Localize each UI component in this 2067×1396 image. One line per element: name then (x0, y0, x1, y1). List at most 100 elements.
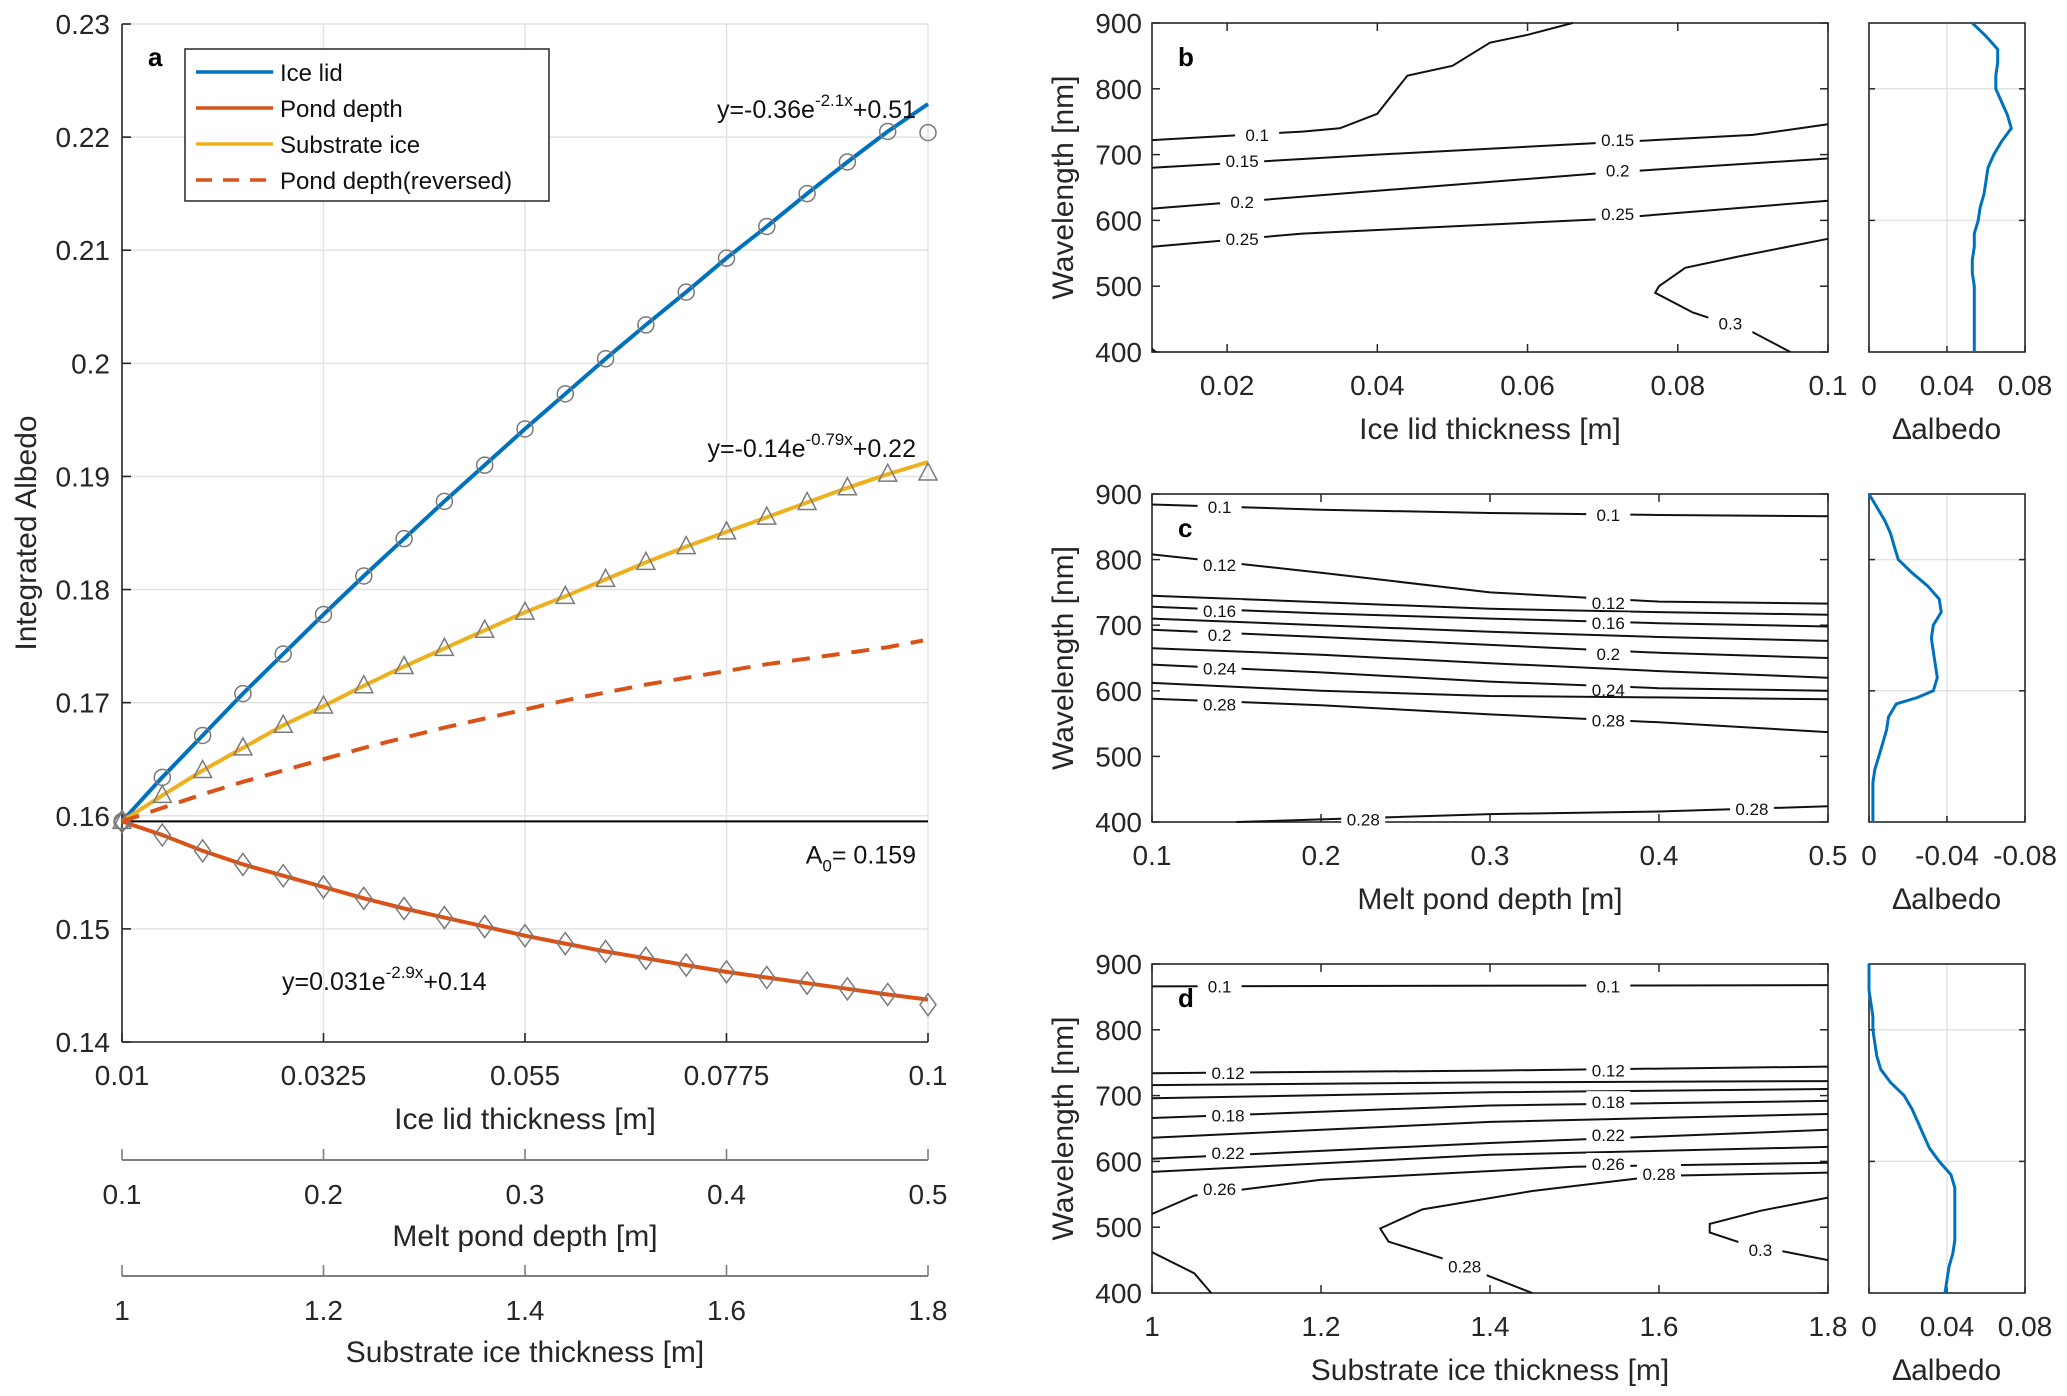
delta-x-axis-label: ∆albedo (1893, 1354, 2001, 1387)
contour-label-bg (1586, 679, 1631, 702)
contour-label-bg (1586, 1091, 1631, 1114)
data-point-triangle (877, 462, 898, 482)
y-tick-label: 400 (1095, 807, 1142, 838)
series-line-substrate-ice (120, 460, 929, 824)
contour-label: 0.28 (1642, 1165, 1675, 1184)
x-tick-label: 0.5 (909, 1179, 948, 1210)
data-point-triangle (555, 584, 576, 605)
contour-label-bg (1586, 503, 1631, 526)
x-tick-label: 1.8 (1809, 1311, 1848, 1342)
data-point-circle (878, 122, 897, 141)
contour-label: 0.2 (1208, 626, 1232, 645)
contour-line (1151, 605, 1829, 628)
data-point-triangle (635, 550, 657, 571)
x-tick-label: 0.08 (1651, 370, 1706, 401)
contour-label-bg (1586, 1153, 1631, 1176)
contour-line (1151, 1128, 1829, 1160)
data-point-circle (234, 684, 252, 703)
data-point-circle (637, 316, 655, 334)
contour-label: 0.2 (1230, 193, 1254, 212)
data-point-circle (395, 529, 413, 548)
x-tick-label: 0.3 (506, 1179, 545, 1210)
delta-x-tick-label: 0 (1861, 370, 1877, 401)
equation-exponent: -0.79x (805, 430, 853, 449)
data-point-circle (717, 249, 736, 267)
y-tick-label: 0.22 (56, 122, 111, 153)
equation-exponent: -2.9x (386, 963, 424, 982)
data-point-circle (838, 153, 857, 171)
data-point-circle (274, 645, 292, 663)
panel-label: c (1178, 513, 1192, 543)
delta-x-tick-label: 0 (1861, 1311, 1877, 1342)
data-point-circle (314, 605, 333, 624)
reference-label-a: A (806, 841, 823, 869)
delta-x-tick-label: 0 (1861, 840, 1877, 871)
data-point-triangle (917, 461, 939, 481)
contour-label-bg (1197, 657, 1242, 680)
contour-label-bg (1595, 159, 1640, 182)
contour-label-bg (1220, 150, 1265, 173)
contour-label: 0.1 (1596, 506, 1620, 525)
legend-entry-label: Pond depth(reversed) (280, 168, 512, 195)
data-point-circle (193, 726, 212, 745)
panel-label: d (1178, 983, 1194, 1013)
contour-line (1151, 663, 1829, 692)
series-line-ice-lid (120, 102, 930, 823)
contour-label: 0.18 (1212, 1106, 1245, 1125)
contour-label: 0.22 (1592, 1126, 1625, 1145)
y-tick-label: 0.15 (56, 914, 111, 945)
data-point-circle (677, 283, 695, 301)
data-point-circle (475, 456, 494, 474)
equation-base: y=0.031e (282, 968, 386, 996)
contour-label-bg (1708, 312, 1753, 335)
y-tick-label: 500 (1095, 1212, 1142, 1243)
contour-line (1151, 1065, 1829, 1075)
contour-label-bg (1586, 591, 1631, 614)
contour-label: 0.1 (1208, 977, 1232, 996)
contour-label: 0.2 (1606, 161, 1630, 180)
contour-label-bg (1197, 553, 1242, 576)
contour-label: 0.24 (1203, 659, 1236, 678)
contour-label-bg (1197, 599, 1242, 622)
contour-label: 0.25 (1226, 230, 1259, 249)
y-tick-label: 900 (1095, 8, 1142, 39)
data-point-triangle (595, 567, 616, 588)
y-tick-label: 0.16 (56, 801, 111, 832)
x-tick-label: 0.04 (1350, 370, 1405, 401)
contour-label: 0.12 (1592, 1062, 1625, 1081)
y-tick-label: 500 (1095, 741, 1142, 772)
contour-line (1151, 553, 1829, 605)
x-axis-label: Substrate ice thickness [m] (1311, 1354, 1669, 1387)
delta-albedo-line (1867, 964, 1957, 1294)
series-line-pond-depth (121, 819, 929, 1002)
contour-label: 0.15 (1601, 131, 1634, 150)
contour-label-bg (1206, 1141, 1251, 1164)
data-point-circle (556, 385, 575, 403)
data-point-diamond (193, 838, 212, 864)
x-axis-label: Melt pond depth [m] (392, 1220, 657, 1253)
plot-frame (1151, 963, 1829, 1294)
data-point-diamond (435, 905, 454, 930)
contour-label: 0.26 (1203, 1180, 1236, 1199)
x-tick-label: 0.1 (1809, 370, 1848, 401)
data-point-diamond (636, 946, 655, 971)
contour-label: 0.28 (1735, 800, 1768, 819)
delta-x-tick-label: 0.08 (1998, 1311, 2053, 1342)
contour-label-bg (1235, 123, 1280, 146)
data-point-triangle (272, 713, 294, 734)
data-point-diamond (596, 939, 615, 964)
contour-line (1151, 22, 1573, 142)
panel-a: 0.140.150.160.170.180.190.20.210.220.230… (10, 9, 947, 1369)
x-tick-label: 0.3 (1471, 840, 1510, 871)
contour-label-bg (1738, 1239, 1783, 1262)
panel-label: a (148, 42, 163, 72)
contour-label: 0.16 (1203, 602, 1236, 621)
contour-label-bg (1586, 1124, 1631, 1147)
contour-label-bg (1586, 975, 1631, 998)
y-axis-label: Wavelength [nm] (1047, 76, 1080, 300)
data-point-triangle (393, 654, 415, 675)
y-tick-label: 0.2 (71, 348, 110, 379)
y-tick-label: 900 (1095, 949, 1142, 980)
y-tick-label: 0.14 (56, 1027, 111, 1058)
x-tick-label: 0.0325 (281, 1060, 367, 1091)
